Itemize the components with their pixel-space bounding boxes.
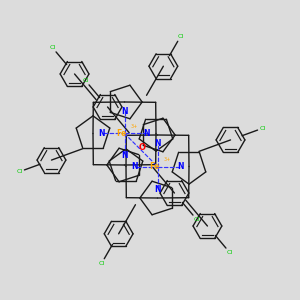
Text: N: N	[154, 140, 161, 148]
Text: N: N	[121, 106, 128, 116]
Text: Cl: Cl	[50, 45, 56, 50]
Text: Cl: Cl	[260, 126, 266, 131]
Text: N: N	[154, 184, 161, 194]
Text: N: N	[121, 152, 128, 160]
Text: Cl: Cl	[98, 261, 105, 266]
Text: N: N	[144, 129, 150, 138]
Text: N: N	[132, 162, 138, 171]
Text: 3+: 3+	[164, 158, 171, 162]
Text: Cl: Cl	[194, 217, 200, 222]
Text: Cl: Cl	[177, 34, 184, 39]
Text: N: N	[177, 162, 183, 171]
Text: Fe: Fe	[116, 129, 127, 138]
Text: O: O	[139, 143, 146, 152]
Text: Fe: Fe	[149, 162, 160, 171]
Text: Cl: Cl	[16, 169, 22, 174]
Text: Cl: Cl	[82, 78, 88, 83]
Text: 3+: 3+	[130, 124, 138, 129]
Text: N: N	[99, 129, 105, 138]
Text: Cl: Cl	[226, 250, 232, 255]
